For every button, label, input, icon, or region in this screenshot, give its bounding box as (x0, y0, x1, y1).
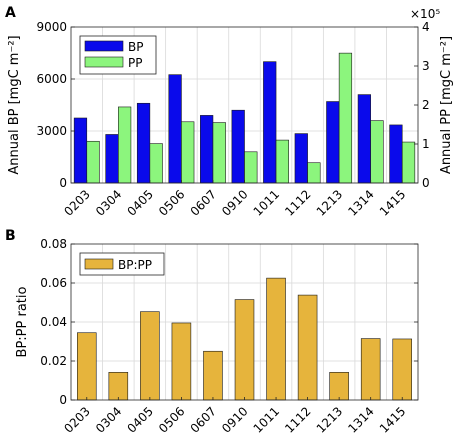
y-right-tick-label: 1 (422, 137, 430, 151)
bar-bppp-1213 (329, 372, 349, 401)
bar-bppp-0304 (108, 372, 129, 401)
x-tick-label: 1011 (251, 404, 282, 435)
x-tick-label: 1213 (314, 187, 345, 218)
x-tick-label: 0203 (61, 187, 92, 218)
bar-pp-0607 (212, 122, 226, 184)
x-tick-label: 0506 (156, 404, 187, 435)
bar-bppp-1415 (392, 338, 412, 401)
bar-bp-0910 (231, 109, 245, 184)
bar-pp-0203 (86, 140, 100, 184)
bar-bppp-0203 (77, 332, 97, 401)
bar-bp-1112 (294, 133, 308, 184)
x-tick-label: 1112 (282, 187, 313, 218)
panel-label-a: A (5, 5, 16, 21)
bar-bp-1415 (389, 124, 403, 184)
y-tick-label: 0.02 (40, 354, 67, 368)
y-tick-label: 0.06 (40, 276, 67, 290)
y-right-tick-label: 2 (422, 98, 430, 112)
x-tick-label: 0304 (93, 187, 124, 218)
y-right-tick-label: 4 (422, 20, 430, 34)
bar-bp-1011 (263, 61, 277, 184)
y-tick-label: 9000 (36, 20, 67, 34)
bar-pp-0304 (118, 106, 132, 184)
y-tick-label: 0 (59, 393, 67, 407)
bar-bppp-0607 (203, 350, 223, 401)
x-tick-label: 1314 (345, 404, 376, 435)
x-tick-label: 1415 (377, 404, 408, 435)
panel-b: 0 0.02 0.04 0.06 0.08 0203 0304 0405 0506 0607 091… (5, 228, 419, 436)
bar-bppp-1314 (360, 338, 381, 401)
x-tick-label: 0607 (188, 404, 219, 435)
bar-pp-1213 (338, 52, 353, 184)
x-tick-label: 0910 (219, 187, 250, 218)
bar-bp-0506 (168, 74, 182, 184)
legend-a: BP PP (79, 35, 157, 75)
bar-bp-0607 (200, 115, 214, 184)
bar-bp-1314 (357, 94, 371, 184)
x-tick-label: 1415 (377, 187, 408, 218)
right-axis-exponent: ×10⁵ (410, 7, 440, 21)
panel-a: 0 3000 6000 9000 0 1 2 3 4×10⁵ 0203 0304 0405 0506 06… (5, 5, 454, 219)
legend-entry: BP (128, 40, 143, 54)
bar-bppp-1112 (297, 294, 318, 401)
y-tick-label: 6000 (36, 72, 67, 86)
bar-pp-1011 (275, 139, 289, 184)
bar-pp-0506 (181, 121, 195, 184)
bar-pp-1112 (307, 162, 321, 184)
legend-swatch (84, 56, 124, 68)
y-axis-label: Annual BP [mgC m⁻²] (7, 35, 22, 174)
bar-bp-0203 (73, 117, 88, 184)
y-tick-label: 0.08 (40, 237, 67, 251)
bar-bppp-0910 (234, 299, 255, 401)
y-tick-label: 0 (59, 176, 67, 190)
y-tick-label: 0.04 (40, 315, 67, 329)
x-tick-label: 0304 (93, 404, 124, 435)
y-right-axis-label: Annual PP [mgC m⁻²] (439, 36, 454, 174)
y-axis-label: BP:PP ratio (15, 287, 30, 358)
panel-label-b: B (5, 228, 16, 244)
bar-bp-0405 (136, 102, 151, 184)
x-tick-label: 1011 (251, 187, 282, 218)
legend-b: BP:PP (79, 252, 165, 276)
bar-bppp-1011 (266, 277, 286, 401)
x-tick-label: 0405 (124, 404, 155, 435)
x-tick-label: 1112 (282, 404, 313, 435)
legend-swatch (84, 258, 114, 270)
bar-bp-0304 (105, 134, 119, 184)
bar-pp-1314 (370, 120, 384, 184)
bar-bppp-0405 (140, 311, 160, 401)
x-tick-label: 0910 (219, 404, 250, 435)
x-tick-label: 1213 (314, 404, 345, 435)
y-tick-label: 3000 (36, 124, 67, 138)
legend-swatch (84, 40, 124, 52)
y-right-tick-label: 3 (422, 59, 430, 73)
y-right-tick-label: 0 (422, 176, 430, 190)
bar-bppp-0506 (171, 322, 192, 401)
bar-pp-0405 (149, 143, 163, 184)
x-tick-label: 0607 (188, 187, 219, 218)
bar-pp-1415 (401, 141, 416, 184)
bar-bp-1213 (326, 101, 340, 184)
legend-entry: PP (128, 56, 142, 70)
bar-pp-0910 (244, 151, 258, 184)
x-tick-label: 1314 (345, 187, 376, 218)
x-tick-label: 0203 (61, 404, 92, 435)
legend-entry: BP:PP (118, 258, 152, 272)
x-tick-label: 0506 (156, 187, 187, 218)
x-tick-label: 0405 (124, 187, 155, 218)
